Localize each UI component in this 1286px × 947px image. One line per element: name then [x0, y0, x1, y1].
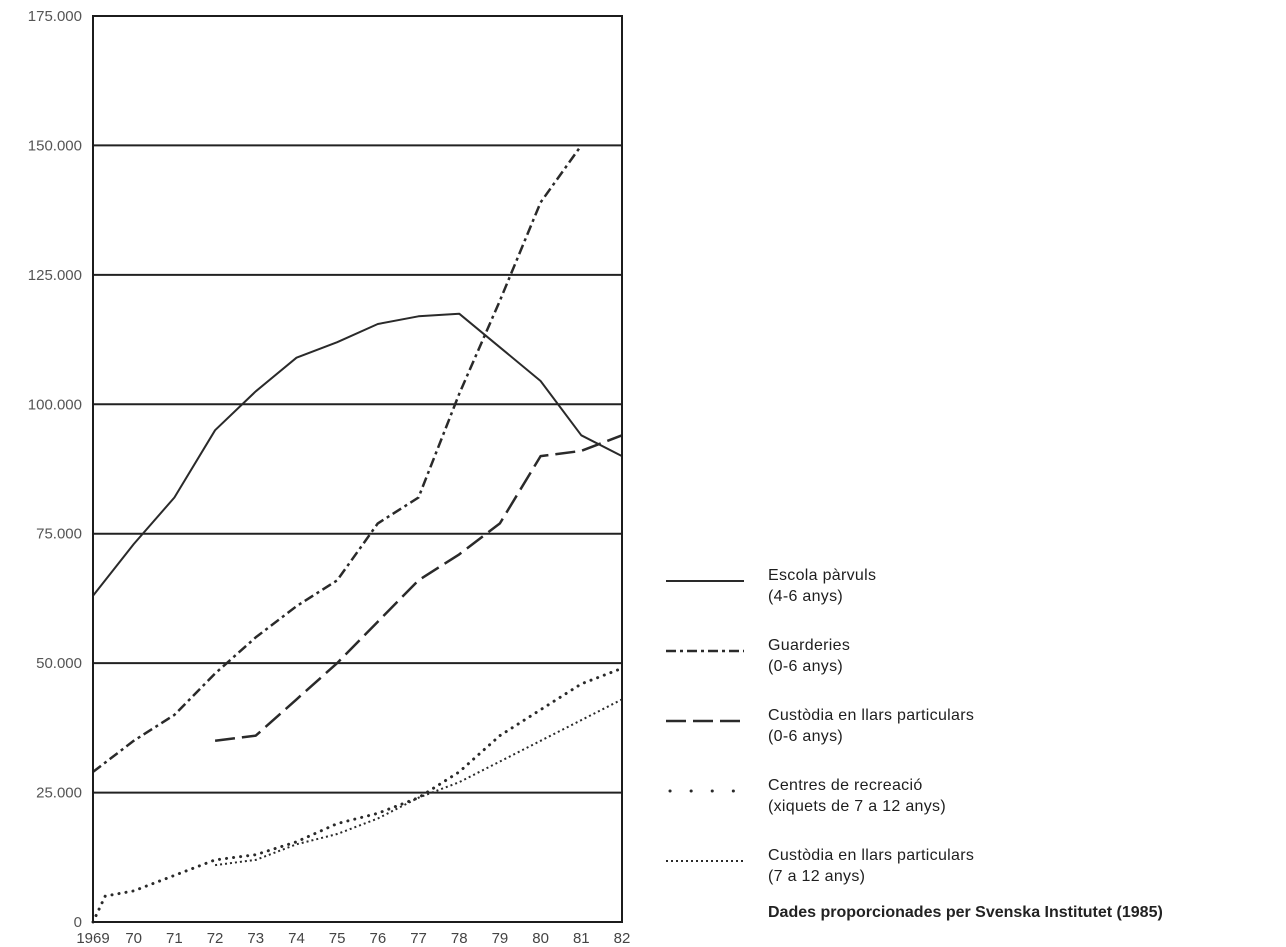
legend-item-custodia-0-6: Custòdia en llars particulars (0-6 anys): [664, 705, 1284, 775]
y-tick-label: 50.000: [36, 655, 82, 672]
legend-item-escola-parvuls: Escola pàrvuls (4-6 anys): [664, 565, 1284, 635]
y-tick-label: 100.000: [28, 396, 82, 413]
series-lines: [91, 144, 624, 924]
legend-label: Custòdia en llars particulars: [768, 847, 975, 864]
x-tick-label: 77: [410, 930, 427, 947]
legend-sublabel: (4-6 anys): [768, 588, 844, 605]
legend-label: Centres de recreació: [768, 777, 923, 794]
x-tick-label: 74: [288, 930, 305, 947]
x-tick-label: 81: [573, 930, 590, 947]
legend-item-custodia-7-12: Custòdia en llars particulars (7 a 12 an…: [664, 845, 1284, 915]
y-tick-label: 25.000: [36, 785, 82, 802]
x-tick-label: 80: [532, 930, 549, 947]
legend: Escola pàrvuls (4-6 anys) Guarderies (0-…: [664, 565, 1284, 915]
legend-label: Guarderies: [768, 637, 851, 654]
x-tick-label: 72: [207, 930, 224, 947]
x-tick-label: 75: [329, 930, 346, 947]
series-line-dashed: [214, 434, 623, 743]
plot-frame: [92, 15, 623, 923]
x-tick-label: 70: [125, 930, 142, 947]
x-tick-label: 73: [247, 930, 264, 947]
legend-sample-dashed: [666, 719, 744, 723]
grid-lines: [93, 144, 622, 794]
x-tick-label: 71: [166, 930, 183, 947]
series-line-sparse-dotted: [91, 666, 624, 924]
legend-sample-dashdot: [666, 649, 744, 653]
legend-label: Escola pàrvuls: [768, 567, 877, 584]
legend-sublabel: (7 a 12 anys): [768, 868, 866, 885]
legend-sample-solid: [666, 580, 744, 582]
x-tick-label: 82: [614, 930, 631, 947]
series-line-dotted: [214, 698, 623, 867]
x-tick-label: 79: [492, 930, 509, 947]
legend-sample-sparse-dotted: [668, 789, 746, 793]
legend-sublabel: (xiquets de 7 a 12 anys): [768, 798, 946, 815]
series-line-solid: [92, 312, 623, 597]
legend-item-centres-recreacio: Centres de recreació (xiquets de 7 a 12 …: [664, 775, 1284, 845]
y-tick-label: 0: [74, 914, 82, 931]
legend-item-guarderies: Guarderies (0-6 anys): [664, 635, 1284, 705]
y-tick-label: 150.000: [28, 137, 82, 154]
x-axis-ticks: 1969 70 71 72 73 74 75 76 77 78 79 80 81 82: [76, 930, 630, 947]
series-line-dashdot: [92, 144, 583, 773]
source-note: Dades proporcionades per Svenska Institu…: [768, 904, 1163, 921]
y-tick-label: 125.000: [28, 267, 82, 284]
legend-sublabel: (0-6 anys): [768, 728, 844, 745]
y-tick-label: 175.000: [28, 8, 82, 25]
legend-sample-dotted: [666, 860, 744, 862]
x-tick-label: 76: [370, 930, 387, 947]
y-axis-ticks: 0 25.000 50.000 75.000 100.000 125.000 150.000…: [28, 8, 82, 931]
x-tick-label: 78: [451, 930, 468, 947]
legend-sublabel: (0-6 anys): [768, 658, 844, 675]
legend-label: Custòdia en llars particulars: [768, 707, 975, 724]
y-tick-label: 75.000: [36, 526, 82, 543]
x-tick-label: 1969: [76, 930, 109, 947]
